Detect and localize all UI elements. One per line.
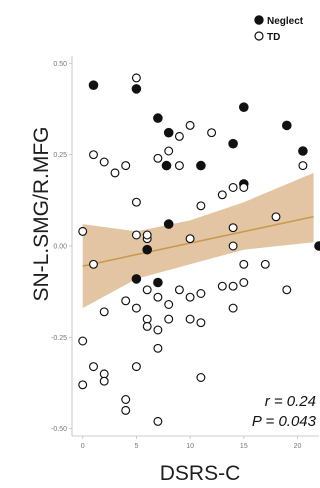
point-neglect <box>88 80 99 90</box>
point-td <box>110 168 120 178</box>
point-td <box>196 289 206 298</box>
point-td <box>142 230 152 240</box>
point-td <box>99 376 109 386</box>
y-axis-title: SN-L.SMG/R.MFG <box>30 126 53 301</box>
point-neglect <box>142 244 152 255</box>
point-neglect <box>298 146 308 156</box>
point-td <box>99 307 109 317</box>
point-neglect <box>161 160 172 171</box>
point-td <box>153 343 163 353</box>
fit-layer <box>82 172 314 309</box>
p-annotation: P = 0.043 <box>252 413 317 430</box>
point-td <box>78 336 88 346</box>
point-td <box>142 314 152 324</box>
point-td <box>228 223 238 233</box>
point-td <box>131 197 141 207</box>
y-tick-label: 0.25 <box>53 152 67 159</box>
point-td <box>239 259 249 269</box>
point-td <box>217 281 227 291</box>
point-td <box>78 226 88 236</box>
legend: Neglect TD <box>254 15 304 43</box>
point-td <box>174 131 184 141</box>
point-td <box>153 416 163 426</box>
point-td <box>131 73 141 83</box>
point-td <box>239 278 249 287</box>
point-neglect <box>228 138 238 149</box>
confidence-band <box>82 172 314 309</box>
point-td <box>153 325 163 335</box>
points-layer <box>78 73 320 426</box>
point-td <box>196 201 206 211</box>
x-axis-title: DSRS-C <box>160 462 241 485</box>
x-tick-label: 15 <box>240 443 248 450</box>
point-td <box>131 362 141 372</box>
point-td <box>185 234 195 244</box>
point-td <box>185 314 195 324</box>
point-td <box>142 321 152 331</box>
point-neglect <box>163 219 174 229</box>
regression-line <box>82 215 314 267</box>
point-td <box>89 362 98 372</box>
legend-marker-neglect <box>254 15 264 25</box>
point-td <box>131 303 141 313</box>
point-td <box>271 212 281 222</box>
point-td <box>78 380 88 390</box>
point-td <box>164 300 174 309</box>
point-td <box>99 157 109 167</box>
point-td <box>131 230 141 240</box>
point-neglect <box>314 241 320 251</box>
point-neglect <box>239 102 249 112</box>
point-td <box>207 128 217 138</box>
point-td <box>196 373 206 382</box>
point-td <box>217 190 227 200</box>
y-tick-label: 0.00 <box>53 244 67 251</box>
legend-label-neglect: Neglect <box>267 16 304 27</box>
point-td <box>174 161 184 171</box>
x-ticks: 0 5 10 15 20 <box>81 436 302 450</box>
point-td <box>298 161 308 171</box>
point-td <box>196 318 206 328</box>
point-td <box>260 259 270 269</box>
y-tick-label: -0.50 <box>51 426 67 433</box>
point-td <box>89 150 98 160</box>
point-td <box>185 292 195 302</box>
point-neglect <box>153 113 163 123</box>
point-td <box>174 285 184 295</box>
point-td <box>164 314 174 324</box>
y-ticks: 0.50 0.25 0.00 -0.25 -0.50 <box>51 61 72 433</box>
point-td <box>153 153 163 163</box>
point-td <box>89 259 98 269</box>
point-neglect <box>196 160 206 171</box>
legend-label-td: TD <box>267 32 280 43</box>
point-td <box>228 303 238 313</box>
point-neglect <box>153 277 163 288</box>
r-annotation: r = 0.24 <box>265 393 316 410</box>
legend-marker-td <box>254 31 264 41</box>
point-td <box>228 183 238 192</box>
point-neglect <box>163 127 174 138</box>
point-td <box>121 405 131 415</box>
point-td <box>121 296 131 306</box>
point-td <box>239 183 249 192</box>
x-tick-label: 0 <box>81 443 85 450</box>
point-neglect <box>131 84 142 94</box>
point-td <box>153 292 163 302</box>
point-td <box>121 395 131 404</box>
point-td <box>228 281 238 291</box>
point-neglect <box>282 120 292 131</box>
x-tick-label: 20 <box>294 443 302 450</box>
point-td <box>142 285 152 295</box>
point-td <box>228 241 238 251</box>
point-td <box>185 120 195 130</box>
point-td <box>282 285 292 295</box>
y-tick-label: 0.50 <box>53 61 67 68</box>
x-tick-label: 5 <box>134 443 138 450</box>
point-td <box>99 369 109 379</box>
point-td <box>164 146 174 156</box>
x-tick-label: 10 <box>186 443 194 450</box>
point-td <box>121 161 131 171</box>
point-neglect <box>131 274 142 284</box>
y-tick-label: -0.25 <box>51 335 67 342</box>
